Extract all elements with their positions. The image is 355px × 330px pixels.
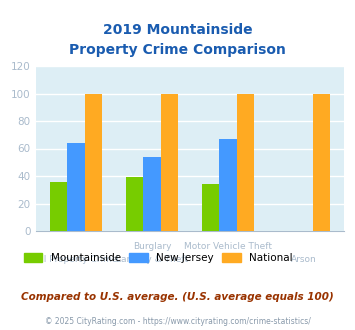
Text: Burglary: Burglary (133, 242, 171, 251)
Text: All Property Crime: All Property Crime (34, 255, 117, 264)
Text: © 2025 CityRating.com - https://www.cityrating.com/crime-statistics/: © 2025 CityRating.com - https://www.city… (45, 317, 310, 326)
Bar (160, 93, 178, 231)
Bar (219, 139, 237, 231)
Text: Compared to U.S. average. (U.S. average equals 100): Compared to U.S. average. (U.S. average … (21, 292, 334, 302)
Text: Arson: Arson (291, 255, 317, 264)
Text: Motor Vehicle Theft: Motor Vehicle Theft (184, 242, 272, 251)
Bar (313, 93, 330, 231)
Bar (202, 184, 219, 231)
Text: Larceny & Theft: Larceny & Theft (116, 255, 188, 264)
Bar (67, 143, 84, 231)
Legend: Mountainside, New Jersey, National: Mountainside, New Jersey, National (20, 248, 297, 267)
Text: 2019 Mountainside
Property Crime Comparison: 2019 Mountainside Property Crime Compari… (69, 23, 286, 57)
Bar (237, 93, 254, 231)
Bar (50, 182, 67, 231)
Bar (143, 157, 160, 231)
Bar (126, 178, 143, 231)
Bar (84, 93, 102, 231)
